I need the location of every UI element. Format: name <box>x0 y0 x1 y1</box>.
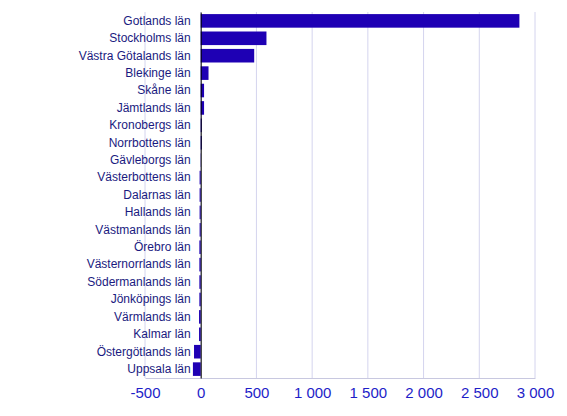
x-tick: -500 <box>130 378 160 401</box>
bar <box>199 293 200 307</box>
y-tick: Västernorrlands län <box>87 257 201 271</box>
x-tick-label: 2 000 <box>405 384 443 401</box>
bar <box>199 275 200 289</box>
y-tick: Värmlands län <box>114 310 201 324</box>
y-tick: Blekinge län <box>125 66 200 80</box>
y-tick: Stockholms län <box>109 31 200 45</box>
y-tick: Norrbottens län <box>109 136 201 150</box>
bars <box>193 14 519 376</box>
y-tick-label: Skåne län <box>137 83 190 97</box>
y-tick: Jämtlands län <box>117 101 201 115</box>
bar <box>200 188 201 202</box>
y-tick-label: Norrbottens län <box>109 136 191 150</box>
bar <box>193 362 201 376</box>
bar <box>201 49 254 63</box>
y-tick-label: Östergötlands län <box>97 345 191 359</box>
x-tick: 2 500 <box>461 378 499 401</box>
grid-line <box>535 12 536 378</box>
y-axis: Gotlands län Stockholms län Västra Götalan… <box>79 13 202 379</box>
plot: -500 0 500 1 000 1 500 2 000 2 500 3 000 Gotland… <box>79 12 555 401</box>
y-tick: Skåne län <box>137 83 200 97</box>
x-tick-label: 3 000 <box>517 384 555 401</box>
x-tick: 0 <box>197 378 205 401</box>
x-tick: 2 000 <box>405 378 443 401</box>
bar <box>194 345 201 359</box>
bar <box>201 14 520 28</box>
bar <box>200 206 201 220</box>
y-tick: Västerbottens län <box>97 170 200 184</box>
y-tick: Hallands län <box>125 205 201 219</box>
bar <box>199 240 200 254</box>
y-tick-label: Hallands län <box>125 205 191 219</box>
y-tick-label: Jämtlands län <box>117 101 191 115</box>
y-tick-label: Värmlands län <box>114 310 191 324</box>
y-tick-label: Örebro län <box>134 240 191 254</box>
y-tick: Kronobergs län <box>109 118 200 132</box>
y-tick-label: Västernorrlands län <box>87 257 191 271</box>
y-tick: Östergötlands län <box>97 345 201 359</box>
y-tick: Kalmar län <box>133 327 200 341</box>
grid <box>145 12 535 378</box>
x-tick: 3 000 <box>517 378 555 401</box>
y-tick-label: Södermanlands län <box>87 275 190 289</box>
grid-line <box>367 12 368 378</box>
x-tick-label: 1 000 <box>294 384 332 401</box>
y-tick: Södermanlands län <box>87 275 200 289</box>
grid-line <box>423 12 424 378</box>
y-tick-label: Gotlands län <box>123 14 190 28</box>
y-tick: Dalarnas län <box>123 188 200 202</box>
y-tick-label: Västra Götalands län <box>79 49 191 63</box>
y-tick: Västmanlands län <box>95 223 200 237</box>
x-tick-label: 0 <box>197 384 205 401</box>
bar <box>201 66 209 80</box>
y-tick-label: Stockholms län <box>109 31 190 45</box>
y-tick-label: Gävleborgs län <box>110 153 191 167</box>
y-tick: Uppsala län <box>127 362 200 376</box>
bar <box>201 32 267 46</box>
bar <box>200 171 201 185</box>
x-tick: 1 000 <box>294 378 332 401</box>
y-tick: Jönköpings län <box>111 292 201 306</box>
y-tick-label: Dalarnas län <box>123 188 190 202</box>
y-tick: Gotlands län <box>123 14 200 28</box>
y-tick-label: Blekinge län <box>125 66 190 80</box>
x-axis-line <box>146 378 536 379</box>
bar <box>200 223 201 237</box>
x-tick-label: 2 500 <box>461 384 499 401</box>
grid-line <box>479 12 480 378</box>
y-tick-label: Kalmar län <box>133 327 190 341</box>
x-tick: 1 500 <box>350 378 388 401</box>
bar <box>199 328 201 342</box>
x-tick-label: 500 <box>244 384 269 401</box>
bar <box>199 258 200 272</box>
grid-line <box>312 12 313 378</box>
grid-line <box>256 12 257 378</box>
y-tick: Gävleborgs län <box>110 153 201 167</box>
y-tick-label: Västmanlands län <box>95 223 190 237</box>
x-axis: -500 0 500 1 000 1 500 2 000 2 500 3 000 <box>130 378 554 401</box>
y-tick: Örebro län <box>134 240 201 254</box>
y-axis-line <box>201 13 202 379</box>
x-tick: 500 <box>244 378 269 401</box>
y-tick-label: Jönköpings län <box>111 292 191 306</box>
x-tick-label: -500 <box>130 384 160 401</box>
y-tick: Västra Götalands län <box>79 49 201 63</box>
bar <box>199 310 201 324</box>
y-tick-label: Uppsala län <box>127 362 190 376</box>
y-tick-label: Västerbottens län <box>97 170 190 184</box>
chart: -500 0 500 1 000 1 500 2 000 2 500 3 000 Gotland… <box>0 0 567 416</box>
x-tick-label: 1 500 <box>350 384 388 401</box>
y-tick-label: Kronobergs län <box>109 118 190 132</box>
